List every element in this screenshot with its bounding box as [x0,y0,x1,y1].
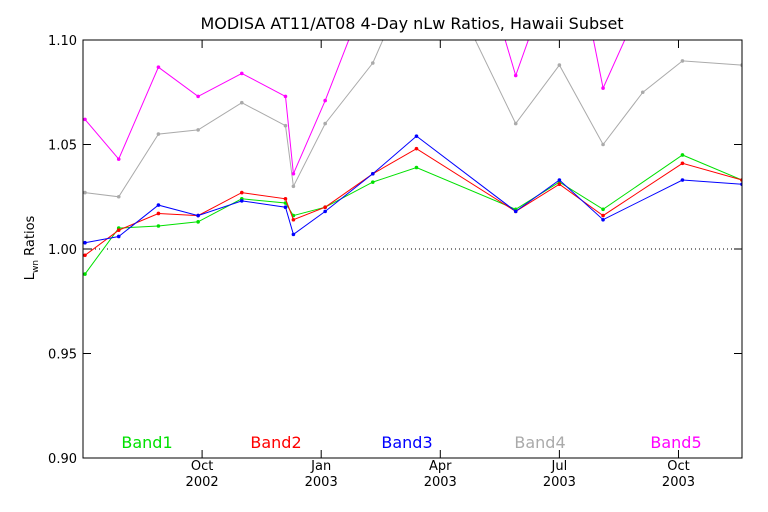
x-tick-month-0: Oct [191,459,213,474]
point-band4-2 [156,132,161,136]
point-band4-5 [283,123,288,128]
y-tick-label-0: 0.90 [48,452,77,467]
x-tick-month-2: Apr [429,459,452,474]
point-band2-7 [323,205,327,209]
point-band4-4 [239,100,244,105]
point-band2-13 [680,161,685,166]
point-band5-0 [83,117,87,122]
point-band5-3 [196,94,200,99]
series-group [83,40,742,276]
point-band5-2 [156,65,161,69]
point-band3-0 [83,240,87,245]
x-tick-year-2: 2003 [424,475,457,490]
legend-entry-band1: Band1 [121,433,172,452]
y-tick-label-3: 1.05 [48,139,77,154]
x-tick-year-1: 2003 [305,475,338,490]
x-tick-year-3: 2003 [543,475,576,490]
point-band4-14 [640,90,645,95]
point-band3-5 [283,205,288,209]
point-band4-15 [680,59,685,63]
legend-group: Band1 Band2 Band3 Band4 Band5 [121,433,701,452]
point-band2-11 [557,182,562,187]
y-axis-label-sub: wn [31,260,41,273]
x-tick-month-1: Jan [310,459,331,474]
point-band1-0 [83,272,87,276]
point-band4-8 [371,61,375,65]
point-band1-13 [680,153,685,157]
point-band3-1 [116,234,121,239]
point-band4-1 [116,194,121,199]
point-band2-4 [239,190,244,195]
point-band3-10 [513,209,518,214]
y-tick-label-4: 1.10 [48,34,77,49]
point-band3-4 [239,199,244,203]
point-band2-2 [156,211,161,216]
point-band5-10 [513,73,518,78]
point-band3-2 [156,203,161,207]
point-band3-11 [557,178,562,182]
point-band4-3 [196,128,200,132]
point-band3-3 [196,213,200,218]
point-band5-7 [323,98,327,103]
x-tick-year-0: 2002 [186,475,219,490]
y-axis-label: Lwn Ratios [23,215,41,280]
series-line-band5 [84,40,626,176]
point-band4-6 [291,184,296,189]
legend-entry-band2: Band2 [250,433,301,452]
y-axis-label-rest: Ratios [23,215,38,260]
point-band4-11 [513,121,518,126]
point-band1-12 [601,207,605,212]
legend-entry-band3: Band3 [381,433,432,452]
point-band5-6 [291,171,296,176]
point-band4-12 [557,63,562,67]
point-band3-13 [680,178,685,182]
point-band2-6 [291,217,296,222]
chart-title: MODISA AT11/AT08 4-Day nLw Ratios, Hawai… [200,14,623,33]
y-tick-label-2: 1.00 [48,243,77,258]
x-tick-month-3: Jul [551,459,568,474]
point-band3-9 [414,134,419,138]
legend-entry-band4: Band4 [514,433,565,452]
point-band2-1 [116,228,121,232]
point-band3-8 [371,171,375,176]
point-band1-8 [371,180,375,184]
point-band1-9 [414,165,419,170]
point-band2-0 [83,253,87,258]
point-band4-0 [83,190,87,195]
point-band1-2 [156,224,161,228]
point-band4-13 [601,142,605,147]
series-line-band2 [84,148,742,256]
y-axis-label-main: L [23,272,38,280]
point-band2-5 [283,197,288,201]
point-band2-9 [414,146,419,151]
x-tick-month-4: Oct [667,459,689,474]
point-band5-5 [283,94,288,99]
point-band2-12 [601,213,605,218]
point-band5-4 [239,71,244,76]
plot-frame [82,39,743,459]
y-tick-label-1: 0.95 [48,348,77,363]
point-band5-1 [116,157,121,161]
point-band1-3 [196,220,200,224]
axes-group: 0.900.951.001.051.10Oct2002Jan2003Apr200… [48,34,742,490]
point-band4-7 [323,121,327,126]
x-tick-year-4: 2003 [662,475,695,490]
point-band3-12 [601,217,605,222]
point-band3-6 [291,232,296,237]
legend-entry-band5: Band5 [650,433,701,452]
point-band3-7 [323,209,327,214]
point-band5-13 [601,86,605,90]
